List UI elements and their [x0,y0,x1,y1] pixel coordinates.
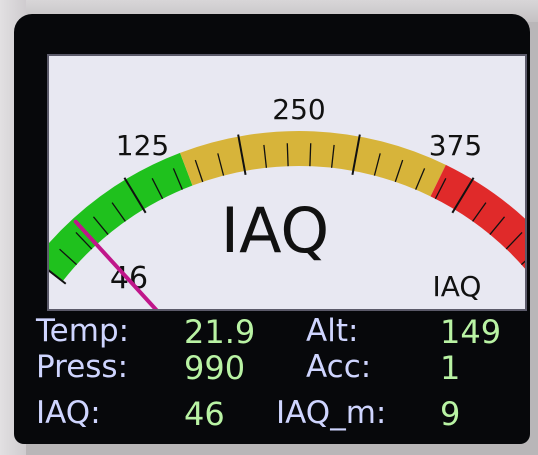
temp-label: Temp: [36,313,130,349]
iaq-gauge: 0125250375500 IAQ IAQ 46 [49,93,525,309]
gauge-zone-2 [430,164,525,269]
gauge-minor-tick [472,202,487,222]
gauge-minor-tick [434,178,447,200]
gauge-minor-tick [330,144,335,168]
press-value: 990 [184,349,246,387]
gauge-major-tick [123,177,147,214]
iaq-gauge-panel: 0125250375500 IAQ IAQ 46 [47,54,527,311]
gauge-minor-tick [172,168,183,190]
gauge-minor-tick [505,231,523,250]
iaq-m-label: IAQ_m: [276,395,387,431]
gauge-title: IAQ [221,194,329,267]
gauge-minor-tick [373,153,381,176]
gauge-zone-1 [180,131,446,197]
gauge-minor-tick [75,231,93,250]
iaq-value: 46 [184,395,225,433]
gauge-minor-tick [151,178,164,200]
gauge-scale-label: 250 [272,93,325,126]
alt-value: 149 [440,313,502,351]
iaq-label: IAQ: [36,395,101,431]
gauge-major-tick [351,134,361,176]
gauge-unit-label: IAQ [433,270,482,303]
gauge-minor-tick [217,153,225,176]
sensor-readouts: Temp: 21.9 Alt: 149 Press: 990 Acc: 1 IA… [34,311,530,444]
gauge-minor-tick [92,216,109,235]
gauge-major-tick [451,177,475,214]
gauge-needle [73,219,159,309]
gauge-minor-tick [415,168,426,190]
gauge-scale-labels: 0125250375500 [116,93,482,162]
gauge-minor-tick [263,144,268,168]
gauge-color-zones [49,131,525,282]
gauge-scale-label: 375 [429,129,482,162]
gauge-minor-tick [194,159,204,183]
gauge-zone-0 [49,152,193,282]
gauge-minor-tick [394,159,404,183]
iaq-m-value: 9 [440,395,461,433]
gauge-minor-tick [59,248,78,266]
gauge-minor-tick [309,143,312,167]
gauge-tick-marks [49,134,525,285]
temp-value: 21.9 [184,313,256,351]
gauge-minor-tick [489,216,506,235]
gauge-minor-tick [520,260,525,266]
gauge-scale-label: 125 [116,129,169,162]
acc-value: 1 [440,349,461,387]
lcd-screen: 0125250375500 IAQ IAQ 46 Temp: 21.9 Alt:… [14,14,530,444]
gauge-minor-tick [286,143,289,167]
gauge-minor-tick [111,202,126,222]
alt-label: Alt: [306,313,359,349]
gauge-major-tick [49,269,67,285]
acc-label: Acc: [306,349,372,385]
press-label: Press: [36,349,129,385]
gauge-major-tick [237,134,247,176]
